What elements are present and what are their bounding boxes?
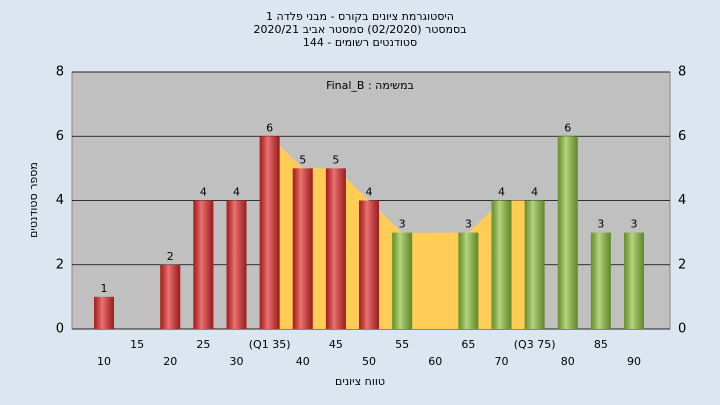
bar	[193, 200, 214, 329]
chart-subtitle: סטודנטים רשומים - 144	[303, 36, 417, 49]
data-label: 6	[564, 121, 571, 134]
bar	[624, 232, 644, 329]
y2-tick-label: 0	[678, 322, 686, 337]
data-label: 5	[332, 153, 339, 166]
y-tick-label: 4	[56, 193, 64, 208]
bar	[590, 232, 611, 329]
y-axis-label: מספר סטודנטים	[27, 162, 40, 238]
y-tick-label: 6	[56, 129, 64, 144]
x-tick-label: 20	[163, 355, 177, 368]
bar	[392, 232, 413, 329]
x-tick-label: 40	[296, 355, 310, 368]
y2-tick-label: 2	[678, 257, 686, 272]
data-label: 4	[200, 186, 207, 199]
x-tick-label: 70	[495, 355, 509, 368]
x-tick-label: (Q3 75)	[514, 338, 556, 351]
bar	[160, 264, 181, 329]
bar	[491, 200, 512, 329]
y2-tick-label: 8	[678, 65, 686, 80]
bar	[292, 168, 313, 329]
data-label: 4	[498, 186, 505, 199]
x-tick-label: 85	[594, 338, 608, 351]
bar	[524, 200, 545, 329]
data-label: 3	[399, 218, 406, 231]
data-label: 4	[531, 186, 538, 199]
bar	[325, 168, 346, 329]
x-tick-label: 25	[196, 338, 210, 351]
y2-tick-label: 4	[678, 193, 686, 208]
y2-tick-label: 6	[678, 129, 686, 144]
data-label: 3	[631, 218, 638, 231]
x-tick-label: 55	[395, 338, 409, 351]
data-label: 3	[465, 218, 472, 231]
x-tick-label: 50	[362, 355, 376, 368]
data-label: 4	[233, 186, 240, 199]
bar	[226, 200, 247, 329]
x-tick-label: 15	[130, 338, 144, 351]
x-tick-label: 90	[627, 355, 641, 368]
y-tick-label: 8	[56, 65, 64, 80]
chart-title: היסטוגרמת ציונים בקורס - מבני פלדה 1	[266, 10, 454, 23]
x-tick-label: 80	[561, 355, 575, 368]
bar	[94, 296, 114, 329]
bar	[259, 136, 280, 329]
bar	[458, 232, 479, 329]
bar	[557, 136, 578, 329]
chart-subtitle: בסמסטר (02/2020) סמסטר אביב 2020/21	[253, 23, 466, 36]
x-tick-label: 45	[329, 338, 343, 351]
data-label: 4	[366, 186, 373, 199]
bar	[359, 200, 379, 329]
x-axis-label: טווח ציונים	[335, 375, 385, 388]
annotation: Final_B : במשימה	[326, 79, 414, 92]
data-label: 2	[167, 250, 174, 263]
data-label: 1	[101, 282, 108, 295]
y-tick-label: 2	[56, 257, 64, 272]
data-label: 3	[597, 218, 604, 231]
data-label: 6	[266, 121, 273, 134]
x-tick-label: 10	[97, 355, 111, 368]
x-tick-label: 65	[461, 338, 475, 351]
y-tick-label: 0	[56, 322, 64, 337]
x-tick-label: (Q1 35)	[249, 338, 291, 351]
x-tick-label: 30	[230, 355, 244, 368]
x-tick-label: 60	[428, 355, 442, 368]
data-label: 5	[299, 153, 306, 166]
